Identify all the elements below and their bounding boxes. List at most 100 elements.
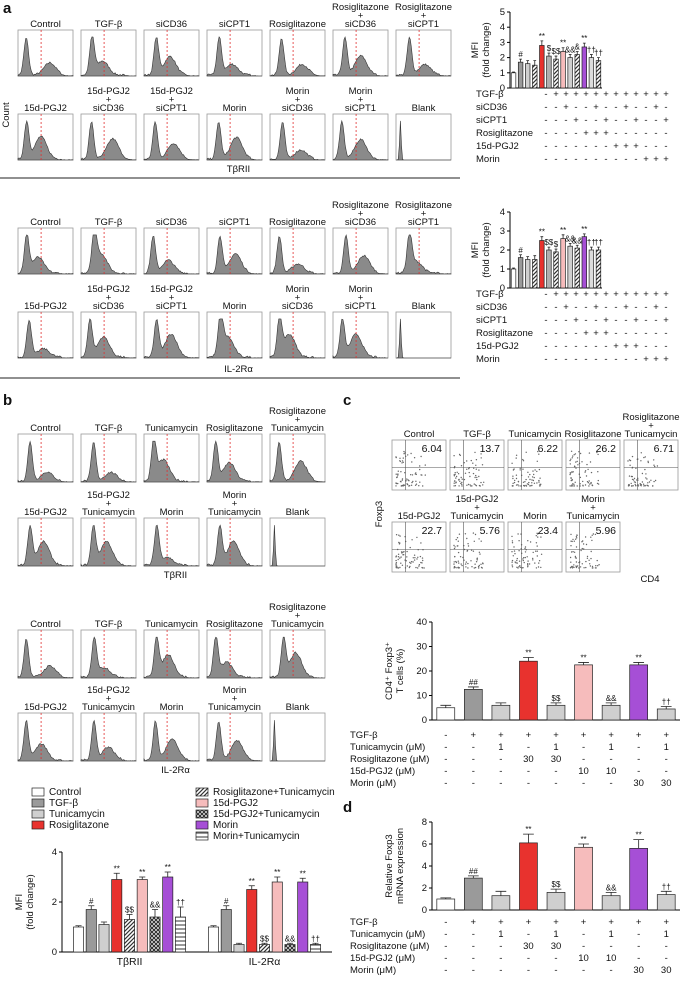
sample-label: Rosiglitazone [269,602,326,613]
cell-dot [513,481,516,484]
table-cell: - [527,778,530,789]
error-bar [164,871,171,877]
table-cell: - [574,341,577,352]
significance-mark: && [565,46,576,55]
cell-dot [527,476,530,478]
sample-label: + [648,421,654,432]
error-bar [590,54,593,58]
table-cell: - [594,315,597,326]
cell-dot [574,555,577,558]
table-cell: - [582,941,585,952]
cell-dot [475,468,477,470]
error-bar [139,876,146,880]
legend-swatch [195,831,209,841]
cell-dot [522,559,524,562]
sample-label: 15d-PGJ2 [456,494,499,505]
bar [656,708,676,721]
significance-mark: && [285,934,296,943]
cell-dot [472,472,475,475]
sample-label: Rosiglitazone [395,2,452,13]
table-cell: - [499,953,502,964]
histogram-shape [143,235,200,275]
cell-dot [588,559,590,561]
cell-dot [454,465,456,468]
cell-dot [402,461,404,463]
histogram-shape [206,636,263,679]
table-cell: - [444,766,447,777]
cell-dot [572,483,574,485]
significance-mark: && [606,883,617,892]
cell-dot [411,539,413,541]
table-cell: - [594,341,597,352]
percentage: 26.2 [596,443,617,455]
cell-dot [630,482,632,485]
significance-mark: $$ [552,47,561,56]
cell-dot [464,472,467,474]
sample-label: Rosiglitazone [395,200,452,211]
cell-dot [478,538,480,540]
error-bar [526,256,530,260]
cell-dot [576,537,578,539]
cell-dot [514,479,516,482]
cell-dot [512,555,514,557]
cell-dot [406,565,408,567]
sample-label: Rosiglitazone [206,423,263,434]
cell-dot [536,545,538,547]
cell-dot [574,557,577,559]
sample-label: Tunicamycin [208,507,261,518]
cell-dot [478,484,481,487]
cell-dot [585,566,587,569]
cell-dot [628,459,631,461]
histogram-shape [17,440,74,483]
sample-label: + [232,694,238,705]
sample-label: + [169,95,175,106]
cell-dot [581,547,583,550]
cell-dot [474,566,477,569]
table-cell: + [633,115,639,126]
table-cell: - [664,341,667,352]
error-bar [113,872,120,880]
panel-label: d [343,799,352,816]
table-cell: - [614,128,617,139]
cell-dot [480,481,482,484]
cell-dot [596,559,598,562]
sample-label: + [474,503,480,514]
cell-dot [455,560,457,563]
cell-dot [590,557,592,560]
cell-dot [582,480,584,483]
significance-mark: ## [469,867,478,876]
table-cell: - [544,115,547,126]
table-cell: + [498,730,504,741]
cell-dot [590,471,593,474]
bar [595,249,602,289]
table-cell: + [498,917,504,928]
error-bar [235,942,243,945]
cell-dot [461,481,463,484]
percentage: 6.71 [654,443,675,455]
cell-dot [474,563,476,565]
cell-dot [536,555,538,557]
cell-dot [586,481,589,483]
legend-swatch [195,809,209,819]
table-cell: - [564,141,567,152]
cell-dot [644,456,646,458]
cell-dot [460,482,462,485]
cell-dot [473,540,475,542]
cell-dot [572,455,574,457]
sample-label: Control [30,423,61,434]
table-cell: - [527,742,530,753]
cell-dot [473,467,475,469]
histogram-shape [395,36,452,77]
cell-dot [580,549,582,552]
table-cell: - [554,115,557,126]
cell-dot [411,481,413,484]
cell-dot [645,477,647,479]
table-cell: - [544,302,547,313]
table-cell: - [624,354,627,365]
cell-dot [529,541,532,543]
sample-label: siCPT1 [408,217,439,228]
table-cell: + [663,289,669,300]
table-cell: - [499,766,502,777]
cell-dot [527,540,529,542]
table-cell: - [554,953,557,964]
